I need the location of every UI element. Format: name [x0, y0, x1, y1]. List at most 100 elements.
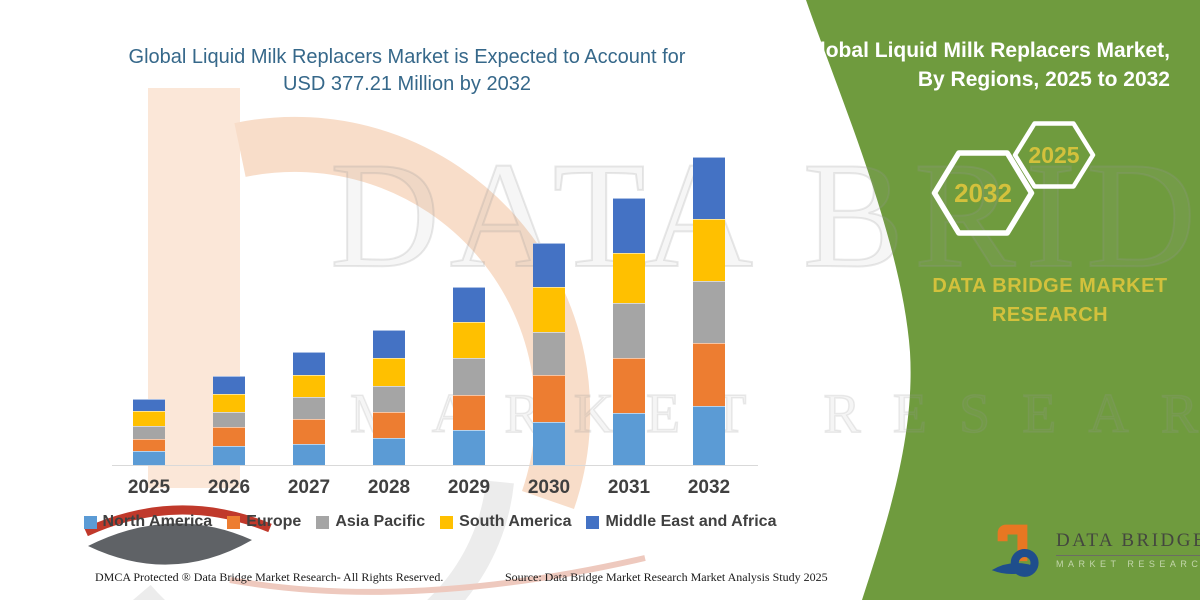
legend-item-europe: Europe — [227, 513, 301, 531]
hexagon-2025-label: 2025 — [1028, 142, 1079, 168]
bar-segment-europe — [693, 342, 725, 406]
bar-segment-asia-pacific — [213, 411, 245, 428]
logo-divider — [1056, 555, 1200, 556]
bar-segment-north-america — [373, 438, 405, 465]
bar-segment-south-america — [613, 253, 645, 304]
x-axis-label-2025: 2025 — [127, 477, 171, 498]
watermark-tagline-text: MARKET RESEARCH — [349, 382, 1200, 446]
legend-item-middle-east-and-africa: Middle East and Africa — [586, 513, 776, 531]
logo-b-orange — [997, 524, 1028, 562]
bar-segment-south-america — [533, 286, 565, 332]
legend-label: Middle East and Africa — [605, 513, 777, 530]
bar-segment-south-america — [453, 322, 485, 359]
hexagon-2025 — [1012, 121, 1096, 189]
bar-segment-north-america — [213, 445, 245, 465]
x-axis-label-2027: 2027 — [287, 477, 331, 498]
bar-2025 — [133, 399, 165, 465]
bar-segment-asia-pacific — [533, 331, 565, 376]
bar-segment-asia-pacific — [133, 425, 165, 440]
bar-segment-north-america — [453, 429, 485, 465]
legend-swatch — [227, 515, 241, 529]
bar-segment-middle-east-and-africa — [693, 156, 725, 219]
watermark-logo-swoosh — [88, 523, 252, 565]
bar-segment-europe — [373, 411, 405, 439]
legend-label: North America — [102, 513, 213, 530]
x-axis-label-2028: 2028 — [367, 477, 411, 498]
x-axis-label-2029: 2029 — [447, 477, 491, 498]
logo-subtitle: MARKET RESEARCH — [1056, 559, 1200, 569]
x-axis-labels: 2025 2026 2027 2028 2029 2030 2031 2032 — [100, 477, 760, 499]
bar-segment-asia-pacific — [613, 303, 645, 359]
bar-segment-middle-east-and-africa — [613, 198, 645, 254]
year-hexagons: 2032 2025 — [931, 121, 1096, 236]
bar-segment-middle-east-and-africa — [373, 329, 405, 359]
watermark-brand-text: DATA BRIDGE — [329, 130, 1200, 300]
footer-source-text: Source: Data Bridge Market Research Mark… — [505, 570, 828, 584]
legend: North America Europe Asia Pacific South Ame… — [83, 513, 776, 531]
watermark-logo-gray-arc — [132, 480, 514, 600]
bar-segment-asia-pacific — [293, 397, 325, 419]
bar-2026 — [213, 375, 245, 465]
bar-segment-europe — [533, 375, 565, 422]
legend-swatch — [83, 515, 97, 529]
footer-dmca-text: DMCA Protected ® Data Bridge Market Rese… — [95, 570, 444, 584]
hexagon-2032 — [931, 150, 1035, 236]
bar-2027 — [293, 352, 325, 465]
bar-2031 — [613, 198, 645, 465]
x-axis-label-2030: 2030 — [527, 477, 571, 498]
legend-swatch — [316, 515, 330, 529]
bar-chart — [100, 135, 760, 465]
bar-segment-middle-east-and-africa — [293, 352, 325, 376]
data-bridge-logo-icon — [991, 524, 1039, 577]
bar-segment-europe — [453, 394, 485, 430]
legend-label: Asia Pacific — [335, 513, 426, 530]
side-panel-brand-line1: DATA BRIDGE MARKET — [932, 275, 1168, 297]
bar-segment-europe — [213, 427, 245, 446]
legend-swatch — [586, 515, 600, 529]
logo-name: DATA BRIDGE — [1056, 530, 1200, 551]
chart-title: Global Liquid Milk Replacers Market is E… — [57, 44, 757, 98]
bar-segment-europe — [293, 419, 325, 444]
legend-item-north-america: North America — [83, 513, 213, 531]
bar-segment-north-america — [533, 421, 565, 465]
bar-segment-middle-east-and-africa — [213, 375, 245, 395]
bar-segment-south-america — [693, 218, 725, 281]
hexagon-2032-label: 2032 — [954, 178, 1012, 208]
legend-label: Europe — [246, 513, 302, 530]
bar-segment-north-america — [293, 444, 325, 465]
bar-segment-europe — [133, 439, 165, 451]
data-bridge-logo-text: DATA BRIDGE MARKET RESEARCH — [1056, 522, 1200, 569]
bar-segment-south-america — [213, 394, 245, 412]
bar-segment-south-america — [373, 358, 405, 386]
side-panel-brand-line2: RESEARCH — [991, 304, 1109, 326]
bar-segment-middle-east-and-africa — [133, 399, 165, 411]
x-axis-label-2026: 2026 — [207, 477, 251, 498]
bar-segment-north-america — [693, 405, 725, 465]
watermark-logo-red-arc-2 — [229, 555, 646, 595]
x-axis-line — [112, 465, 758, 466]
bar-segment-north-america — [613, 413, 645, 465]
data-bridge-logo: DATA BRIDGE MARKET RESEARCH — [990, 522, 1200, 584]
legend-item-asia-pacific: Asia Pacific — [316, 513, 425, 531]
x-axis-label-2031: 2031 — [607, 477, 651, 498]
bar-segment-middle-east-and-africa — [453, 287, 485, 323]
bar-segment-asia-pacific — [693, 280, 725, 343]
side-panel-heading: Global Liquid Milk Replacers Market, By … — [790, 36, 1170, 94]
legend-label: South America — [459, 513, 572, 530]
bar-segment-asia-pacific — [373, 385, 405, 412]
bar-2030 — [533, 243, 565, 465]
bar-segment-south-america — [293, 375, 325, 398]
chart-title-line1: Global Liquid Milk Replacers Market is E… — [128, 46, 686, 68]
logo-b-bowl — [1010, 548, 1039, 577]
bar-segment-europe — [613, 358, 645, 414]
watermark-logo-red-arc — [84, 505, 272, 537]
bar-2029 — [453, 287, 485, 465]
bar-segment-asia-pacific — [453, 358, 485, 395]
bar-2028 — [373, 329, 405, 465]
logo-swoosh — [991, 563, 1038, 575]
bar-2032 — [693, 156, 725, 465]
legend-item-south-america: South America — [440, 513, 571, 531]
chart-title-line2: USD 377.21 Million by 2032 — [283, 73, 531, 95]
